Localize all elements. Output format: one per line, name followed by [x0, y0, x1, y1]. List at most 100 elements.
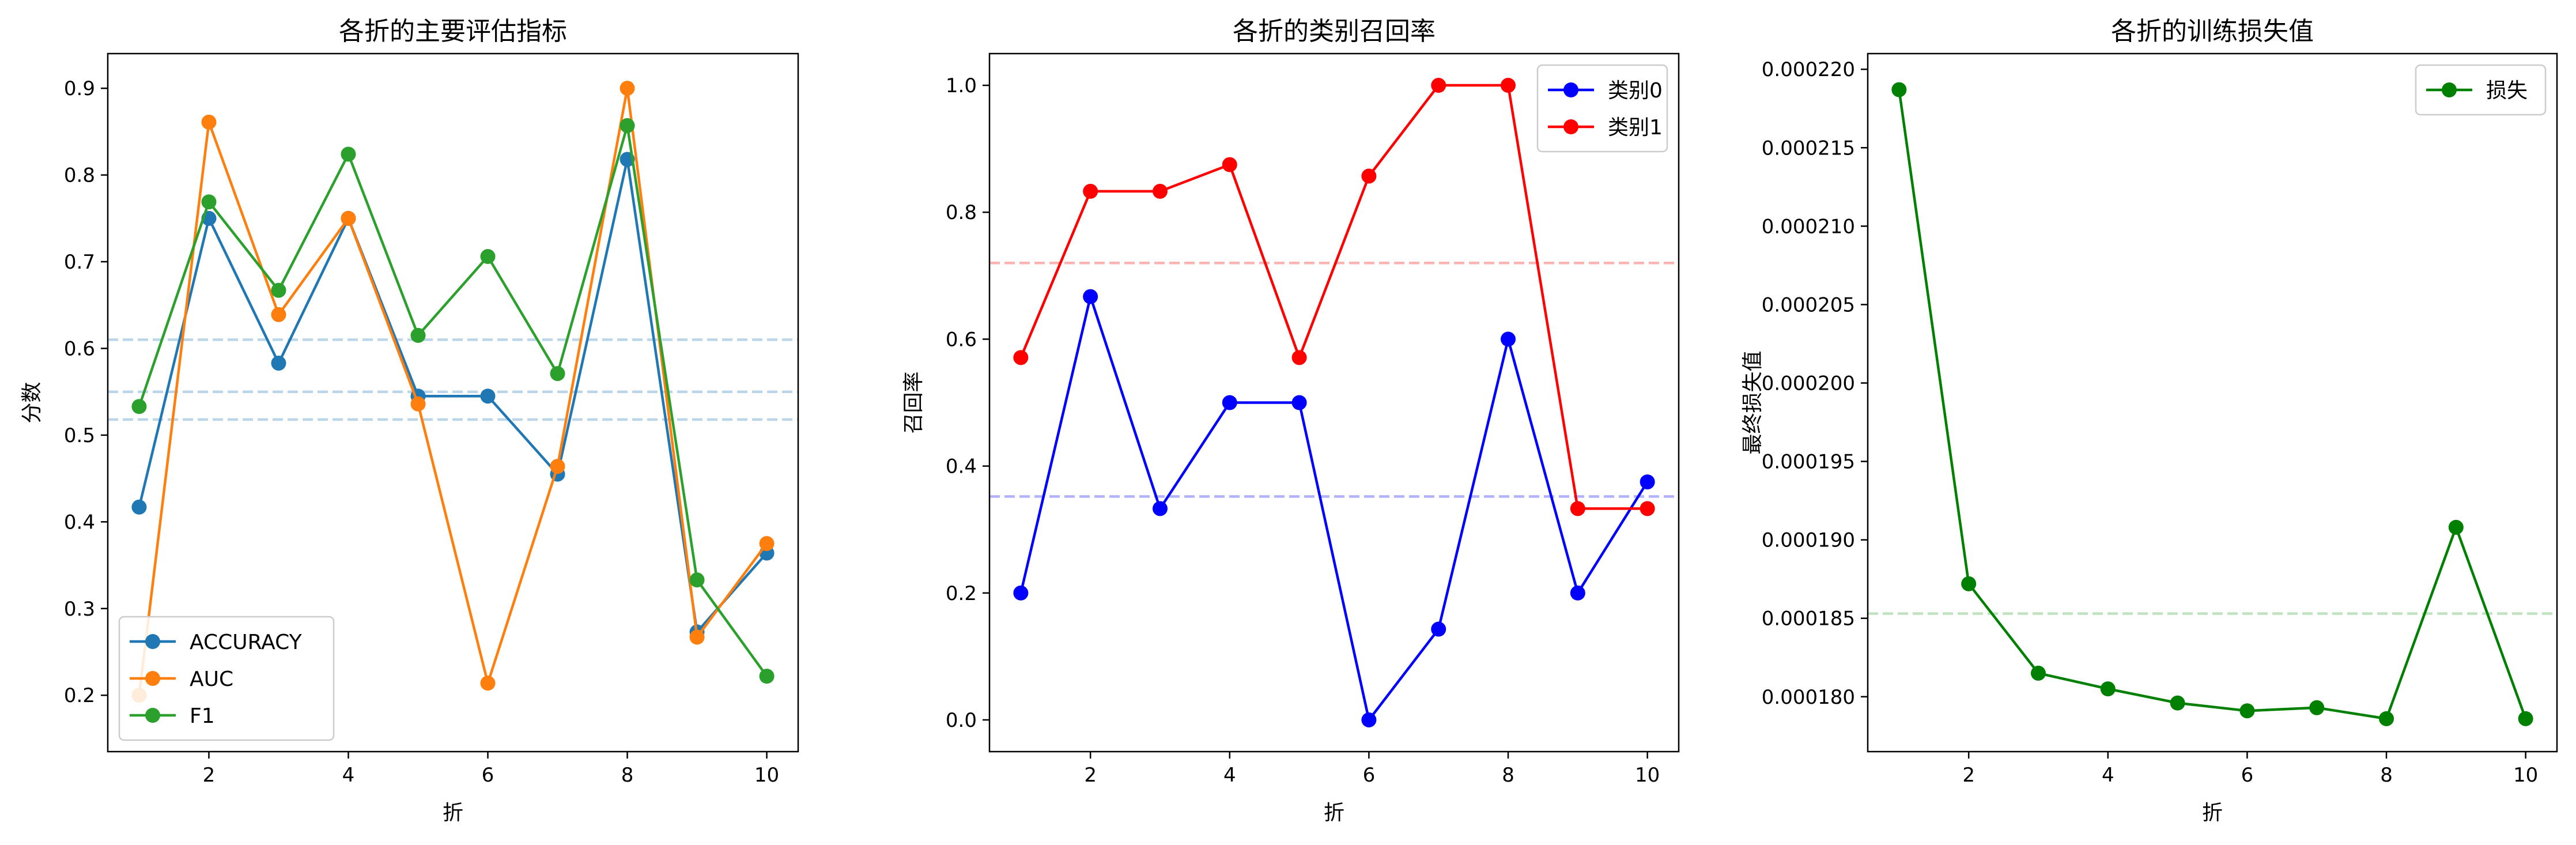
- y-tick-label: 0.0: [946, 709, 977, 732]
- data-point: [1891, 82, 1907, 97]
- data-point: [1152, 183, 1168, 199]
- legend-marker: [145, 708, 160, 723]
- data-point: [620, 81, 635, 96]
- data-point: [759, 669, 775, 684]
- legend-marker: [2442, 82, 2457, 97]
- data-point: [341, 146, 356, 162]
- axes-frame: [988, 52, 1680, 753]
- data-point: [1640, 474, 1655, 490]
- series-line-2: [1019, 84, 1648, 510]
- x-axis-label: 折: [443, 801, 463, 825]
- data-point: [2030, 665, 2046, 681]
- y-tick-label: 0.000190: [1762, 529, 1855, 552]
- legend: ACCURACY AUC F1: [118, 616, 335, 741]
- data-point: [689, 629, 705, 645]
- data-point: [201, 114, 217, 130]
- legend-box: [118, 616, 335, 741]
- data-point: [201, 194, 217, 210]
- y-tick-label: 0.000220: [1762, 58, 1855, 81]
- data-point: [410, 396, 426, 412]
- data-point: [2170, 695, 2185, 711]
- y-tick-label: 0.9: [64, 77, 95, 100]
- y-axis-label: 最终损失值: [1741, 350, 1765, 454]
- chart-title: 各折的主要评估指标: [339, 17, 567, 46]
- y-tick-label: 0.2: [64, 684, 95, 707]
- x-tick-label: 6: [482, 764, 494, 787]
- x-tick-label: 4: [2102, 764, 2114, 787]
- data-point: [550, 366, 565, 382]
- x-tick-label: 8: [2380, 764, 2393, 787]
- legend-marker: [145, 634, 160, 649]
- data-point: [1291, 395, 1307, 410]
- data-point: [759, 535, 775, 551]
- x-tick-label: 2: [203, 764, 216, 787]
- x-axis-label: 折: [1324, 801, 1344, 825]
- data-point: [1291, 350, 1307, 365]
- y-tick-label: 0.000200: [1762, 372, 1855, 395]
- y-tick-label: 0.000185: [1762, 608, 1855, 631]
- axes-frame: [107, 52, 799, 753]
- data-point: [480, 249, 496, 265]
- chart-panel-2: 2 4 6 8 100.00.20.40.60.81.0各折的类别召回率折召回率类别0类…: [902, 17, 1680, 825]
- data-point: [1013, 350, 1029, 365]
- data-point: [620, 118, 635, 133]
- legend-label: 类别0: [1608, 79, 1663, 103]
- y-tick-label: 0.7: [64, 251, 95, 274]
- y-tick-label: 0.000205: [1762, 293, 1855, 316]
- x-tick-label: 6: [1363, 764, 1376, 787]
- data-point: [1570, 501, 1585, 516]
- y-tick-label: 0.4: [64, 511, 95, 534]
- data-point: [550, 459, 565, 474]
- y-tick-label: 0.2: [946, 582, 977, 605]
- data-point: [2518, 711, 2533, 726]
- legend-box: [2415, 64, 2547, 116]
- y-tick-label: 0.6: [64, 337, 95, 360]
- x-tick-label: 2: [1084, 764, 1097, 787]
- legend-label: 损失: [2486, 79, 2528, 103]
- data-point: [1152, 501, 1168, 516]
- data-point: [131, 399, 147, 414]
- data-point: [1013, 585, 1029, 601]
- y-tick-label: 0.8: [64, 164, 95, 187]
- x-tick-label: 2: [1962, 764, 1975, 787]
- x-tick-label: 10: [754, 764, 779, 787]
- data-point: [480, 388, 496, 404]
- data-point: [271, 282, 286, 298]
- data-point: [1361, 712, 1377, 727]
- legend-label: AUC: [190, 667, 233, 691]
- series-line-1: [1898, 89, 2527, 720]
- y-tick-label: 0.000210: [1762, 215, 1855, 238]
- data-point: [131, 499, 147, 515]
- data-point: [1431, 78, 1446, 93]
- data-point: [271, 307, 286, 322]
- x-tick-label: 4: [342, 764, 355, 787]
- x-axis-label: 折: [2202, 801, 2223, 825]
- x-tick-label: 10: [2513, 764, 2538, 787]
- y-axis-label: 召回率: [902, 371, 926, 433]
- data-point: [1083, 183, 1098, 199]
- data-point: [1222, 395, 1237, 410]
- x-tick-label: 6: [2241, 764, 2254, 787]
- data-point: [341, 210, 356, 226]
- y-tick-label: 0.3: [64, 598, 95, 621]
- chart-title: 各折的类别召回率: [1233, 17, 1436, 46]
- legend-label: ACCURACY: [190, 631, 303, 654]
- x-tick-label: 10: [1635, 764, 1660, 787]
- y-tick-label: 0.6: [946, 328, 977, 351]
- data-point: [1083, 289, 1098, 304]
- data-point: [689, 572, 705, 588]
- data-point: [1361, 168, 1377, 184]
- chart-panel-1: 2 4 6 8 10 0.2 0.3 0.4 0.5 0.6 0.7 0.8 0.9 各折的主要评估指标折…: [20, 17, 799, 825]
- legend: 损失: [2415, 64, 2547, 116]
- data-point: [2448, 519, 2464, 535]
- data-point: [271, 356, 286, 371]
- data-point: [1501, 78, 1516, 93]
- data-point: [410, 327, 426, 343]
- legend-marker: [145, 671, 160, 686]
- y-tick-label: 0.5: [64, 424, 95, 447]
- y-tick-label: 1.0: [946, 74, 977, 97]
- legend-label: F1: [190, 704, 215, 728]
- axes-frame: [1867, 52, 2558, 753]
- series-line-1: [1019, 295, 1649, 722]
- y-tick-label: 0.000180: [1762, 686, 1855, 709]
